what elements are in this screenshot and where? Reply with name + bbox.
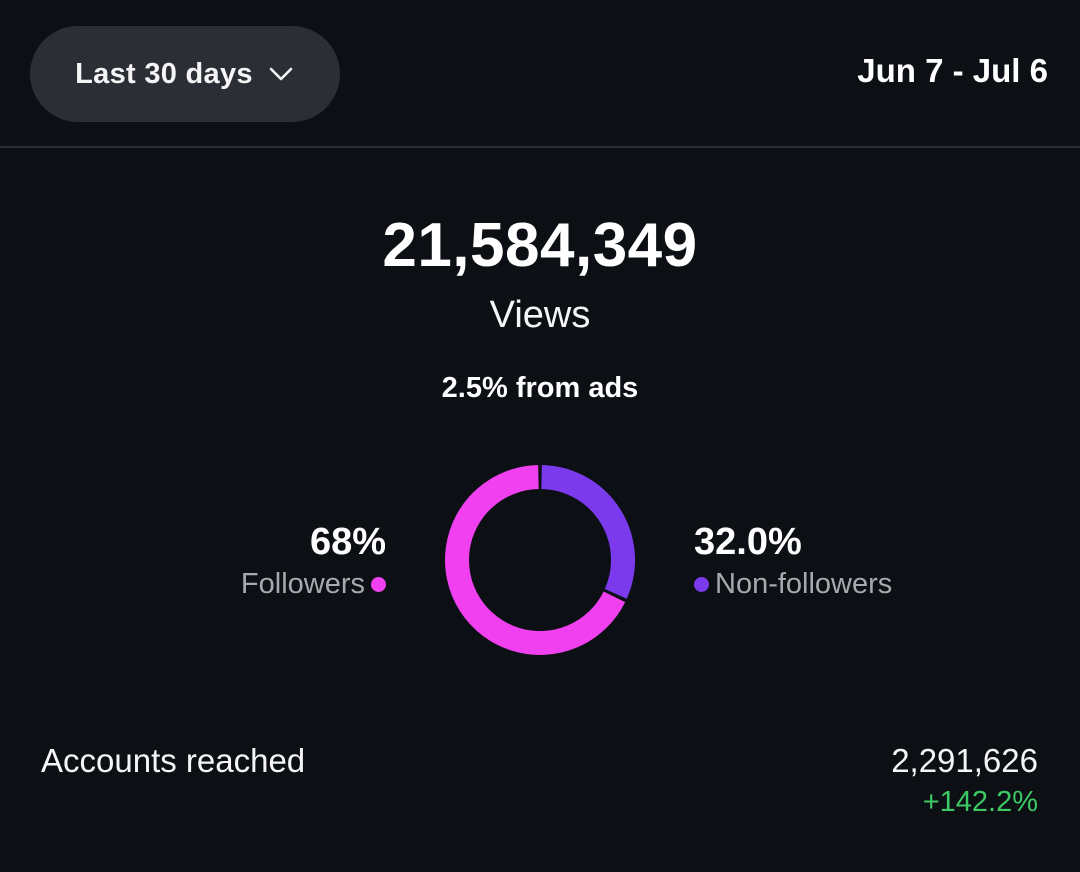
total-views-value: 21,584,349 <box>382 211 698 280</box>
non-followers-label: Non-followers <box>715 568 893 600</box>
followers-percent: 68% <box>309 521 386 563</box>
followers-legend-dot <box>371 576 386 592</box>
audience-donut-chart <box>445 465 635 655</box>
accounts-reached-label: Accounts reached <box>41 742 306 779</box>
followers-label: Followers <box>240 568 365 600</box>
non-followers-legend: Non-followers <box>694 564 892 604</box>
date-range-text: Jun 7 - Jul 6 <box>857 52 1048 89</box>
total-views-label: Views <box>489 294 591 336</box>
non-followers-stat: 32.0% Non-followers <box>694 520 892 604</box>
date-range-dropdown[interactable]: Last 30 days <box>30 26 340 122</box>
accounts-reached-value: 2,291,626 <box>891 742 1038 779</box>
top-bar: Last 30 days Jun 7 - Jul 6 <box>0 0 1080 148</box>
followers-legend: Followers <box>241 564 386 604</box>
ads-percentage-note: 2.5% from ads <box>441 372 639 404</box>
chevron-down-icon <box>269 67 293 81</box>
date-range-dropdown-label: Last 30 days <box>75 57 253 90</box>
donut-segment-followers <box>445 465 626 655</box>
accounts-reached-change: +142.2% <box>922 786 1038 818</box>
non-followers-legend-dot <box>694 576 709 592</box>
followers-stat: 68% Followers <box>241 520 386 604</box>
donut-segment-non-followers <box>540 465 635 599</box>
non-followers-percent: 32.0% <box>694 521 802 563</box>
